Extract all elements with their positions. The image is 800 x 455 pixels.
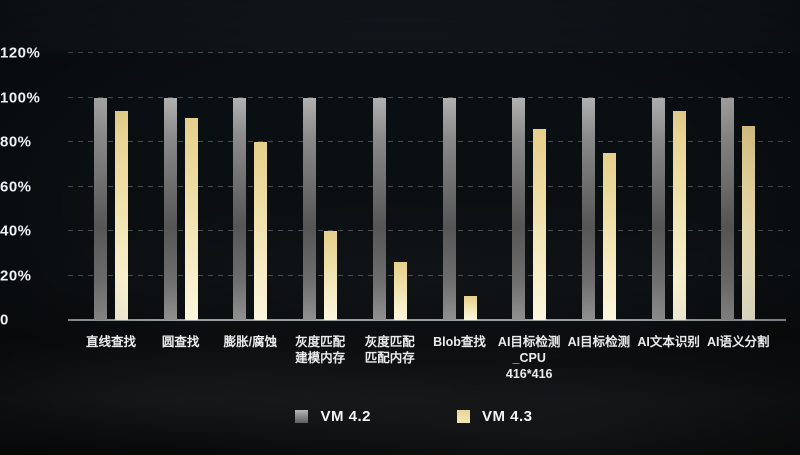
bar-vm4.2-3 [233,97,247,320]
gridline-60 [68,185,790,187]
gridline-80 [68,141,790,142]
legend-item-vm43: VM 4.3 [457,408,533,425]
bar-vm4.2-2 [163,97,177,320]
y-tick-label-80pct: 80% [0,133,32,151]
y-tick-label-40pct: 40% [0,222,32,240]
bar-vm4.2-1 [94,97,107,320]
bar-vm4.2-7 [512,97,526,320]
bar-vm4.3-6 [463,295,477,320]
bar-vm4.3-8 [602,153,616,320]
bar-vm4.3-10 [742,126,756,320]
bar-vm4.2-5 [372,97,386,320]
x-category-label-6: Blob查找 [433,335,486,349]
x-category-label-10: AI语义分割 [707,335,770,349]
x-category-label-1: 直线查找 [85,335,136,349]
gridline-120 [68,52,790,53]
x-category-label-3: 膨胀/腐蚀 [223,335,278,349]
legend-label-vm42: VM 4.2 [320,408,371,425]
gridline-100 [68,96,790,98]
bar-vm4.3-7 [533,128,547,320]
legend-swatch-gold [457,410,470,423]
x-category-label-4: 灰度匹配 建模内存 [295,335,346,365]
legend-swatch-gray [295,410,309,423]
bar-vm4.2-9 [651,97,665,320]
y-tick-label-100pct: 100% [0,89,41,106]
bar-vm4.3-2 [184,117,198,320]
x-category-label-5: 灰度匹配 匹配内存 [364,335,415,365]
bar-vm4.3-3 [254,142,268,320]
x-category-label-8: AI目标检测 [567,335,631,349]
bar-vm4.2-6 [442,97,456,320]
bar-vm4.3-1 [115,110,128,320]
x-axis-line [68,319,786,321]
legend: VM 4.2 VM 4.3 [0,408,800,425]
x-category-label-7: AI目标检测 _CPU 416*416 [497,335,561,381]
bar-vm4.3-5 [393,262,407,320]
y-tick-label-60pct: 60% [0,178,32,195]
bar-vm4.2-4 [303,97,317,320]
y-tick-label-20pct: 20% [0,267,32,284]
x-category-label-2: 圆查找 [161,335,200,349]
x-category-label-9: AI文本识别 [637,335,700,349]
y-tick-label-0: 0 [0,311,9,329]
y-tick-label-120pct: 120% [0,44,41,62]
legend-item-vm42: VM 4.2 [295,408,371,425]
bar-vm4.2-8 [581,97,595,320]
bar-vm4.2-10 [721,97,735,320]
gridline-20 [68,274,790,276]
plot-area [68,52,790,321]
legend-label-vm43: VM 4.3 [482,408,533,425]
gridline-40 [68,230,790,231]
bar-vm4.3-4 [324,231,338,320]
bar-vm4.3-9 [672,110,686,320]
